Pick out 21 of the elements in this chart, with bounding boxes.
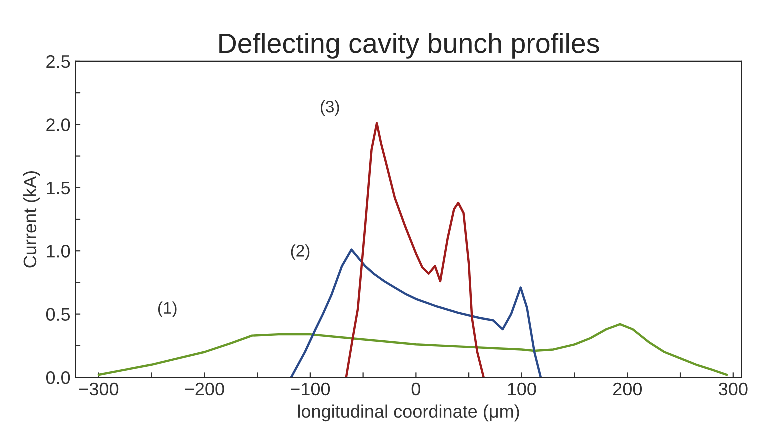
x-tick-label: 100: [508, 382, 536, 396]
chart-title: Deflecting cavity bunch profiles: [220, 32, 600, 59]
y-tick-label: 1.5: [47, 182, 70, 195]
annotation: (3): [320, 100, 340, 116]
x-tick-label: −300: [80, 382, 119, 396]
x-tick-label: 300: [719, 382, 748, 396]
annotation: (2): [291, 244, 310, 260]
y-tick-label: 2.5: [46, 55, 70, 68]
x-axis-title: longitudinal coordinate (μm): [298, 404, 520, 422]
y-tick-label: 2.0: [46, 118, 70, 132]
annotation: (1): [158, 302, 177, 318]
y-axis-title: Current (kA): [23, 171, 40, 268]
line-series: [98, 323, 728, 376]
x-tick-label: −100: [291, 382, 330, 396]
y-tick-label: 0.5: [46, 308, 70, 322]
x-tick-label: 200: [614, 382, 642, 396]
line-series: [345, 122, 485, 378]
x-tick-label: −200: [185, 382, 224, 396]
y-tick-label: 0.0: [46, 371, 70, 384]
y-tick-label: 1.0: [47, 245, 70, 258]
x-tick-label: 0: [412, 382, 420, 396]
